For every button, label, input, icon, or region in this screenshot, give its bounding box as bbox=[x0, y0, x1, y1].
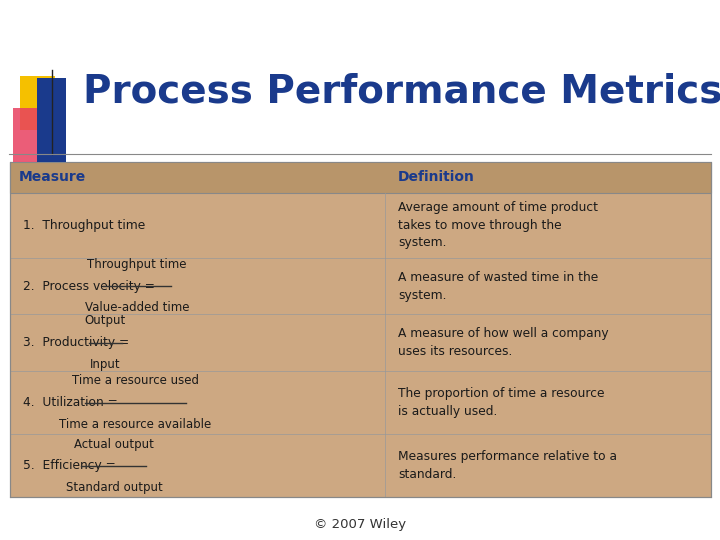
Text: 2.  Process velocity =: 2. Process velocity = bbox=[23, 280, 159, 293]
Text: Standard output: Standard output bbox=[66, 481, 162, 494]
Text: 1.  Throughput time: 1. Throughput time bbox=[23, 219, 145, 232]
Text: Value-added time: Value-added time bbox=[85, 301, 189, 314]
Bar bbox=[37, 78, 66, 162]
Text: Time a resource available: Time a resource available bbox=[59, 417, 212, 431]
Text: Process Performance Metrics: Process Performance Metrics bbox=[83, 73, 720, 111]
Text: Average amount of time product
takes to move through the
system.: Average amount of time product takes to … bbox=[398, 201, 598, 249]
Text: 5.  Efficiency =: 5. Efficiency = bbox=[23, 459, 120, 472]
Text: Measures performance relative to a
standard.: Measures performance relative to a stand… bbox=[398, 450, 617, 481]
Text: The proportion of time a resource
is actually used.: The proportion of time a resource is act… bbox=[398, 387, 605, 418]
Text: Definition: Definition bbox=[398, 171, 475, 184]
Bar bbox=[10, 162, 711, 193]
Bar bbox=[10, 162, 711, 497]
Text: Time a resource used: Time a resource used bbox=[72, 374, 199, 387]
Text: A measure of how well a company
uses its resources.: A measure of how well a company uses its… bbox=[398, 327, 609, 358]
Text: Throughput time: Throughput time bbox=[87, 258, 187, 271]
Text: 3.  Productivity =: 3. Productivity = bbox=[23, 336, 133, 349]
Text: Actual output: Actual output bbox=[74, 437, 154, 450]
Text: Measure: Measure bbox=[19, 171, 86, 184]
Bar bbox=[20, 76, 55, 130]
Text: © 2007 Wiley: © 2007 Wiley bbox=[314, 518, 406, 531]
Text: 4.  Utilization =: 4. Utilization = bbox=[23, 396, 122, 409]
Text: Input: Input bbox=[90, 357, 120, 370]
Text: Output: Output bbox=[84, 314, 126, 327]
Text: A measure of wasted time in the
system.: A measure of wasted time in the system. bbox=[398, 271, 598, 301]
Bar bbox=[13, 108, 48, 162]
